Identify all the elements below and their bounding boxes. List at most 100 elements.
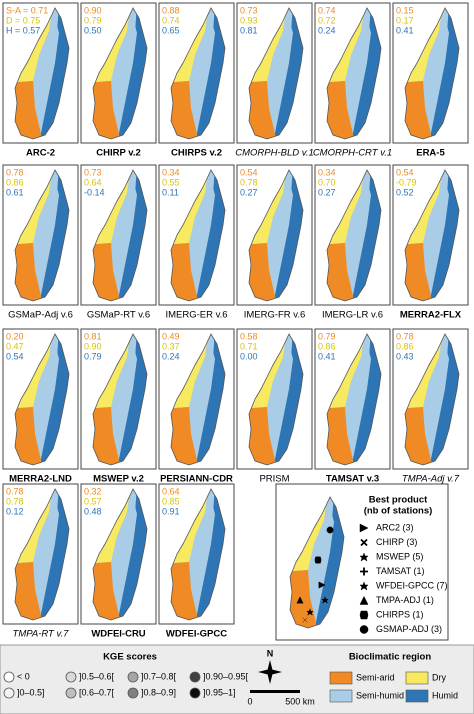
kge-score: 0.93 (240, 15, 258, 25)
kge-swatch (127, 671, 139, 683)
kge-score: 0.57 (84, 496, 102, 506)
station-symbol (359, 552, 369, 562)
station-symbol (359, 523, 369, 533)
kge-score: 0.34 (162, 167, 180, 177)
kge-score: 0.61 (6, 187, 24, 197)
kge-score: 0.64 (84, 177, 102, 187)
best-product-item: WFDEI-GPCC (7) (376, 580, 448, 590)
station-symbol (359, 625, 369, 634)
kge-score: 0.32 (84, 486, 102, 496)
kge-score: H = 0.57 (6, 25, 40, 35)
kge-score: 0.78 (240, 177, 258, 187)
kge-score: 0.41 (396, 25, 414, 35)
kge-score: 0.52 (396, 187, 414, 197)
station-symbol (360, 567, 368, 576)
kge-label: ]0.5–0.6[ (79, 671, 115, 681)
kge-score: 0.85 (162, 496, 180, 506)
panel-name: CHIRP v.2 (96, 148, 141, 159)
kge-score: 0.55 (162, 177, 180, 187)
panel-name: CMORPH-CRT v.1 (313, 148, 392, 159)
panel-name: MERRA2-FLX (400, 310, 462, 321)
kge-score: 0.34 (318, 167, 336, 177)
kge-score: -0.14 (84, 187, 105, 197)
north-label: N (267, 648, 274, 658)
kge-swatch (65, 671, 77, 683)
panel-name: CHIRPS v.2 (171, 148, 222, 159)
kge-score: 0.27 (240, 187, 258, 197)
kge-score: 0.65 (162, 25, 180, 35)
panel-name: TMPA-RT v.7 (13, 629, 70, 640)
bio-title: Bioclimatic region (349, 652, 432, 663)
panel-name: MERRA2-LND (9, 474, 72, 485)
kge-score: 0.54 (6, 351, 24, 361)
bio-swatch (405, 689, 429, 703)
kge-label: < 0 (17, 671, 30, 681)
panel-name: PERSIANN-CDR (160, 474, 233, 485)
panel-name: IMERG-LR v.6 (322, 310, 383, 321)
panel-name: GSMaP-Adj v.6 (8, 310, 73, 321)
bio-swatch (405, 671, 429, 685)
north-arrow (258, 660, 282, 684)
kge-score: 0.78 (6, 496, 24, 506)
kge-label: ]0.90–0.95[ (203, 671, 249, 681)
kge-score: 0.78 (6, 167, 24, 177)
best-product-item: TMPA-ADJ (1) (376, 595, 434, 605)
station-symbol (359, 581, 369, 591)
kge-score: 0.49 (162, 331, 180, 341)
panel-name: PRISM (259, 474, 289, 485)
kge-score: 0.79 (84, 351, 102, 361)
panel-name: MSWEP v.2 (93, 474, 144, 485)
panel-name: WDFEI-GPCC (166, 629, 227, 640)
kge-score: 0.72 (318, 15, 336, 25)
best-product-title: Best product (369, 495, 428, 506)
kge-label: ]0.7–0.8[ (141, 671, 177, 681)
kge-score: 0.74 (162, 15, 180, 25)
kge-score: 0.11 (162, 187, 179, 197)
kge-swatch (127, 687, 139, 699)
kge-score: 0.43 (396, 351, 414, 361)
bio-swatch (329, 671, 353, 685)
kge-score: 0.15 (396, 5, 414, 15)
bio-swatch (329, 689, 353, 703)
best-product-item: CHIRPS (1) (376, 609, 424, 619)
kge-score: 0.88 (162, 5, 180, 15)
best-product-item: CHIRP (3) (376, 537, 417, 547)
kge-score: 0.37 (162, 341, 180, 351)
kge-score: 0.48 (84, 506, 102, 516)
station-symbol (359, 595, 369, 605)
station-symbol (359, 610, 369, 620)
kge-score: 0.41 (318, 351, 336, 361)
kge-label: ]0–0.5] (17, 687, 45, 697)
kge-score: 0.81 (240, 25, 258, 35)
kge-swatch (189, 687, 201, 699)
kge-swatch (3, 671, 15, 683)
panel-name: WDFEI-CRU (91, 629, 145, 640)
kge-score: 0.86 (318, 341, 336, 351)
kge-score: 0.81 (84, 331, 102, 341)
kge-score: 0.50 (84, 25, 102, 35)
kge-score: S-A = 0.71 (6, 5, 48, 15)
best-product-item: GSMAP-ADJ (3) (376, 624, 442, 634)
kge-score: D = 0.75 (6, 15, 40, 25)
bio-label: Humid (432, 690, 458, 700)
kge-score: 0.00 (240, 351, 258, 361)
kge-score: 0.79 (84, 15, 102, 25)
bio-label: Semi-humid (356, 690, 404, 700)
kge-score: 0.47 (6, 341, 24, 351)
scale-label: 0 (247, 696, 252, 706)
kge-label: [0.6–0.7[ (79, 687, 115, 697)
kge-score: 0.91 (162, 506, 180, 516)
best-product-item: MSWEP (5) (376, 551, 423, 561)
kge-score: 0.24 (318, 25, 336, 35)
panel-name: IMERG-FR v.6 (244, 310, 306, 321)
legend-box (0, 644, 474, 714)
kge-score: 0.54 (396, 167, 414, 177)
panel-name: TMPA-Adj v.7 (402, 474, 460, 485)
kge-score: 0.24 (162, 351, 180, 361)
kge-score: 0.27 (318, 187, 336, 197)
panel-name: ERA-5 (416, 148, 445, 159)
kge-score: -0.79 (396, 177, 417, 187)
kge-score: 0.17 (396, 15, 414, 25)
kge-label: ]0.8–0.9] (141, 687, 176, 697)
